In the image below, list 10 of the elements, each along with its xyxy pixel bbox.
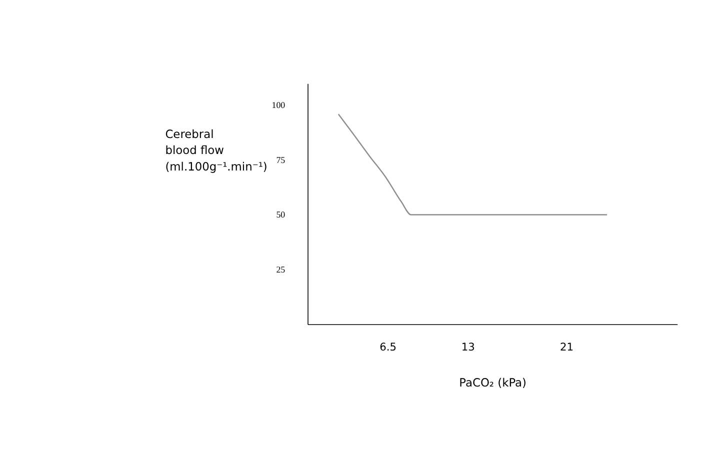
y-tick-label: 25: [276, 264, 286, 274]
y-tick-label: 50: [276, 210, 286, 220]
x-tick-label: 13: [461, 342, 475, 354]
x-tick-label: 21: [560, 342, 574, 354]
x-axis-title: PaCO₂ (kPa): [459, 376, 526, 390]
y-tick-label: 75: [276, 154, 286, 165]
line-series: [338, 114, 608, 216]
y-axis-title: Cerebral blood flow (ml.100g⁻¹.min⁻¹): [165, 126, 268, 174]
x-tick-label: 6.5: [380, 342, 397, 354]
y-tick-label: 100: [272, 100, 286, 110]
